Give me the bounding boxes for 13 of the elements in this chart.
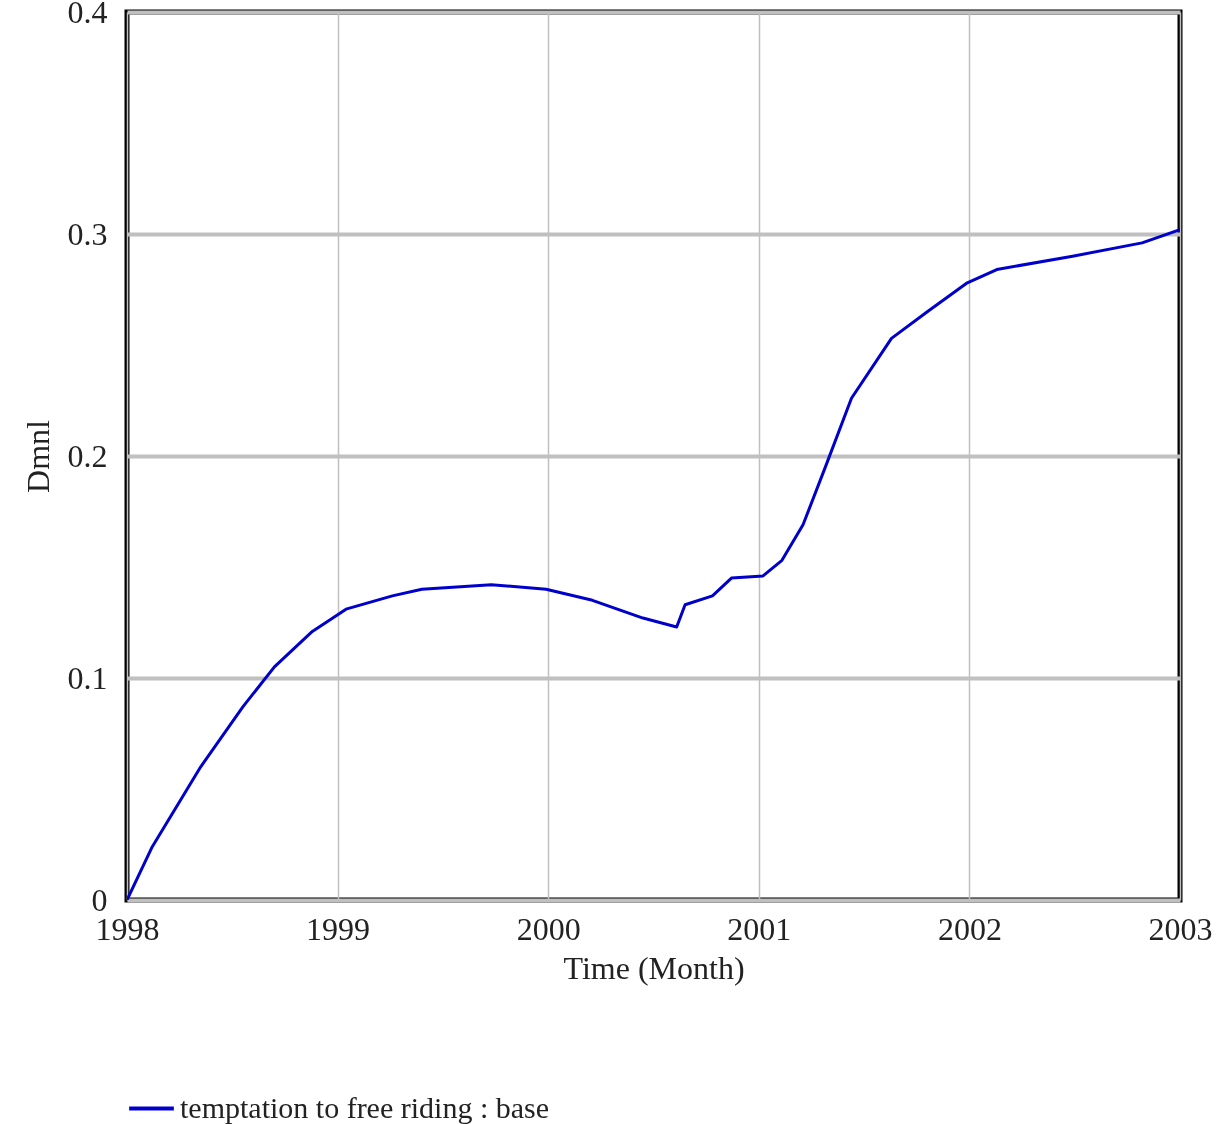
x-tick-label: 2001	[727, 910, 792, 947]
x-tick-label: 1999	[306, 910, 371, 947]
x-tick-label: 2000	[516, 910, 581, 947]
y-axis-title: Dmnl	[19, 419, 56, 493]
line-series	[127, 228, 1180, 900]
legend-label: temptation to free riding : base	[180, 1090, 550, 1124]
y-tick-label: 0.2	[67, 437, 108, 474]
x-tick-label: 2002	[937, 910, 1002, 947]
x-tick-label: 2003	[1148, 910, 1213, 947]
y-tick-label: 0.4	[67, 0, 108, 30]
x-axis-title: Time (Month)	[563, 949, 745, 986]
y-tick-label: 0.1	[67, 659, 108, 696]
y-tick-label: 0.3	[67, 215, 108, 252]
